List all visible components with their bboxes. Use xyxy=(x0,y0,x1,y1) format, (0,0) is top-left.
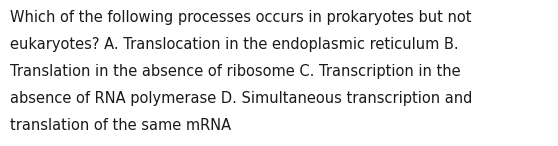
Text: absence of RNA polymerase D. Simultaneous transcription and: absence of RNA polymerase D. Simultaneou… xyxy=(10,91,473,106)
Text: Translation in the absence of ribosome C. Transcription in the: Translation in the absence of ribosome C… xyxy=(10,64,461,79)
Text: eukaryotes? A. Translocation in the endoplasmic reticulum B.: eukaryotes? A. Translocation in the endo… xyxy=(10,37,459,52)
Text: translation of the same mRNA: translation of the same mRNA xyxy=(10,118,231,133)
Text: Which of the following processes occurs in prokaryotes but not: Which of the following processes occurs … xyxy=(10,10,472,25)
